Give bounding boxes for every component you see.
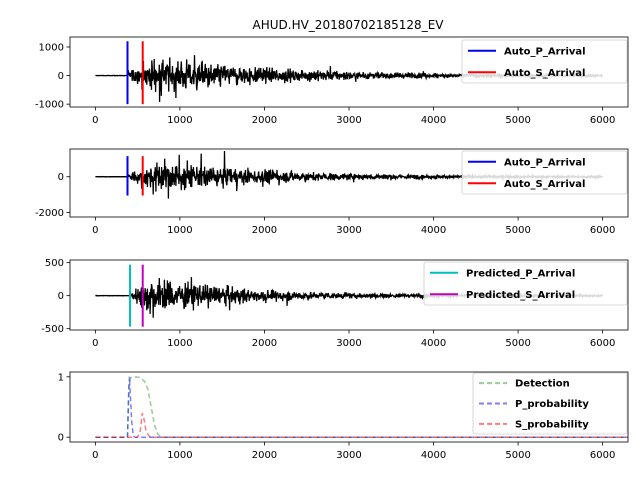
x-tick-label: 2000 [252, 338, 277, 349]
y-tick-label: 0 [58, 71, 64, 82]
y-tick-label: 0 [58, 433, 64, 444]
panel-1: 0 1000 2000 3000 4000 5000 6000 -1000 0 1000 Auto_… [35, 36, 629, 126]
legend-label: Auto_S_Arrival [504, 179, 585, 190]
legend: Auto_P_Arrival Auto_S_Arrival [461, 150, 628, 195]
legend-label: Predicted_S_Arrival [466, 290, 575, 301]
legend-label: Auto_S_Arrival [504, 68, 585, 79]
y-tick-label: 1000 [39, 43, 64, 54]
x-tick-label: 2000 [252, 225, 277, 236]
legend-label: P_probability [515, 399, 589, 410]
x-tick-label: 0 [92, 338, 98, 349]
x-tick-label: 6000 [590, 450, 615, 461]
x-tick-label: 3000 [336, 115, 361, 126]
legend-label: Auto_P_Arrival [504, 157, 586, 168]
x-tick-label: 1000 [167, 338, 192, 349]
y-tick-label: -2000 [35, 208, 64, 219]
legend-label: Detection [515, 379, 570, 390]
x-tick-label: 1000 [167, 225, 192, 236]
y-tick-label: 1 [58, 372, 64, 383]
x-tick-label: 6000 [590, 225, 615, 236]
x-tick-label: 3000 [336, 450, 361, 461]
y-tick-label: -1000 [35, 100, 64, 111]
x-tick-label: 0 [92, 115, 98, 126]
panel-3: 0 1000 2000 3000 4000 5000 6000 -500 0 500 Predict… [41, 258, 629, 349]
legend-label: S_probability [515, 419, 589, 430]
x-tick-label: 6000 [590, 115, 615, 126]
legend-label: Auto_P_Arrival [504, 46, 586, 57]
x-tick-label: 1000 [167, 450, 192, 461]
x-tick-label: 0 [92, 450, 98, 461]
x-tick-label: 4000 [421, 225, 446, 236]
x-tick-label: 5000 [505, 338, 530, 349]
y-tick-label: -500 [41, 324, 64, 335]
x-tick-label: 4000 [421, 450, 446, 461]
legend-box [461, 150, 628, 195]
chart-title: AHUD.HV_20180702185128_EV [253, 18, 445, 32]
y-tick-label: 500 [45, 258, 64, 269]
x-tick-label: 3000 [336, 338, 361, 349]
legend: Predicted_P_Arrival Predicted_S_Arrival [423, 261, 628, 306]
legend: Detection P_probability S_probability [472, 372, 628, 435]
x-tick-label: 0 [92, 225, 98, 236]
x-tick-label: 6000 [590, 338, 615, 349]
y-tick-label: 0 [58, 291, 64, 302]
x-tick-label: 4000 [421, 115, 446, 126]
legend-box [472, 372, 628, 435]
legend: Auto_P_Arrival Auto_S_Arrival [461, 39, 628, 84]
legend-label: Predicted_P_Arrival [466, 268, 575, 279]
curve-p-probability [95, 376, 628, 438]
panel-4: 0 1000 2000 3000 4000 5000 6000 0 1 Detection P_pr… [58, 371, 629, 461]
y-tick-label: 0 [58, 172, 64, 183]
panel-2: 0 1000 2000 3000 4000 5000 6000 -2000 0 Auto_P_Ar… [35, 148, 629, 236]
x-tick-label: 4000 [421, 338, 446, 349]
legend-box [423, 261, 628, 306]
legend-box [461, 39, 628, 84]
curve-s-probability [95, 412, 628, 438]
x-tick-label: 2000 [252, 115, 277, 126]
x-tick-label: 5000 [505, 450, 530, 461]
x-tick-label: 2000 [252, 450, 277, 461]
x-tick-label: 1000 [167, 115, 192, 126]
x-tick-label: 3000 [336, 225, 361, 236]
x-tick-label: 5000 [505, 225, 530, 236]
x-tick-label: 5000 [505, 115, 530, 126]
